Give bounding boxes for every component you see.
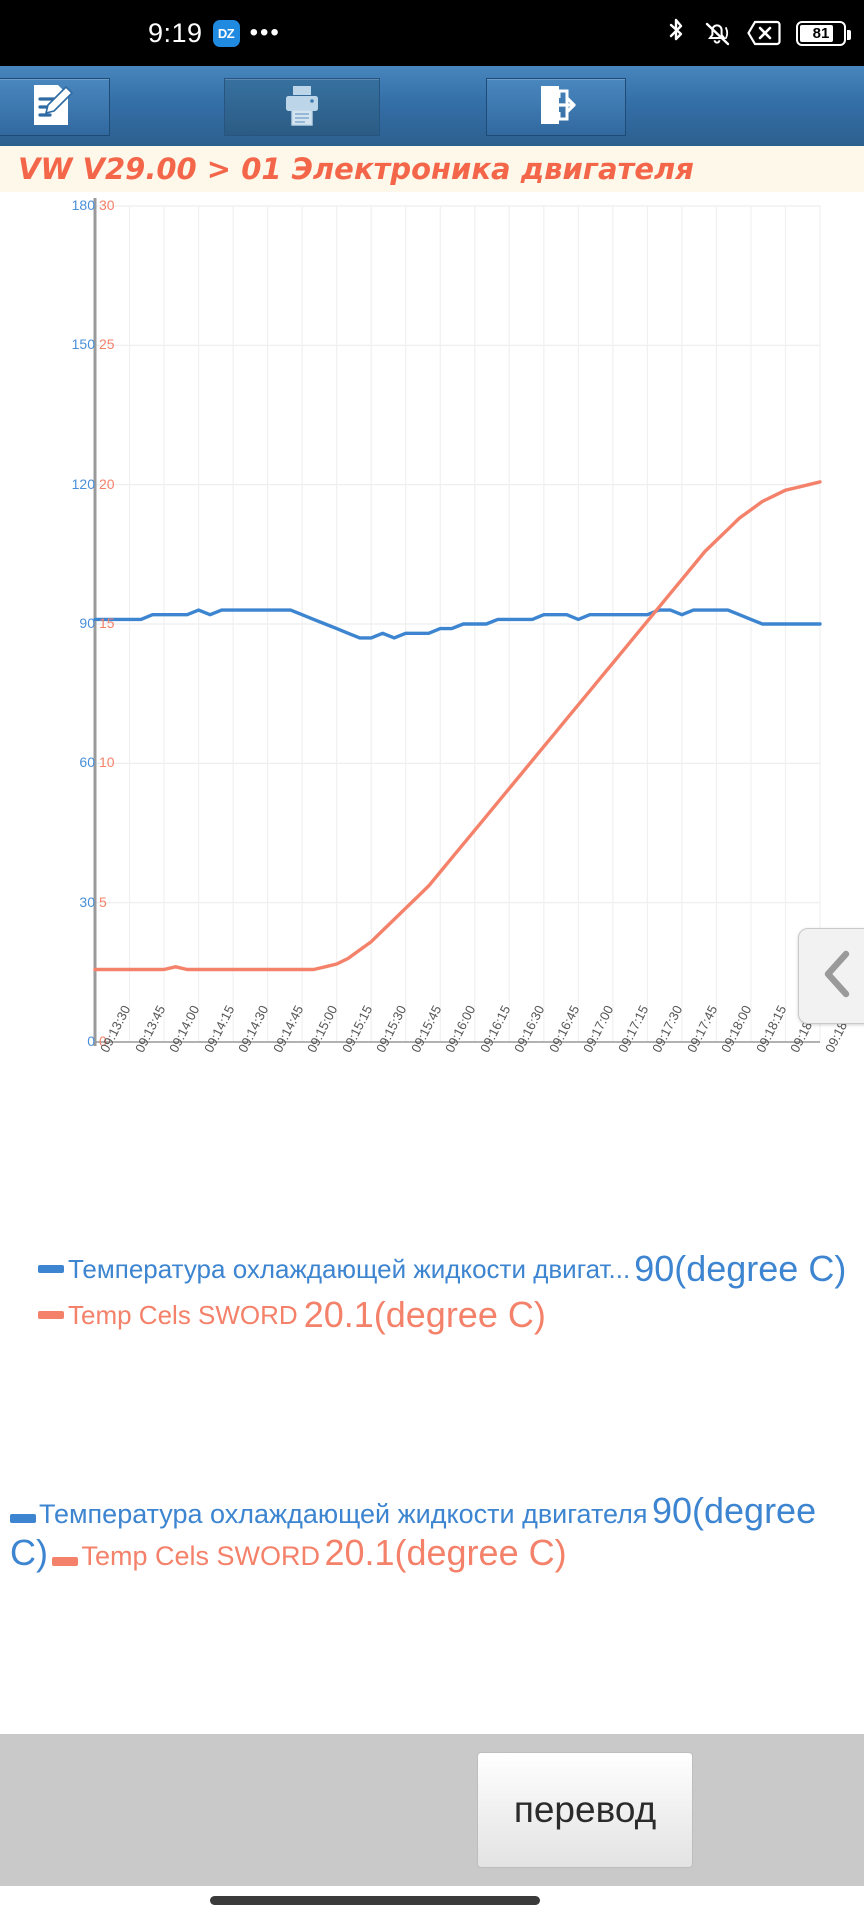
- battery-icon: 81: [796, 20, 851, 46]
- legend-value-series1-block: 90(degree C): [10, 1490, 817, 1574]
- translate-button[interactable]: перевод: [477, 1752, 693, 1868]
- printer-icon: [281, 83, 323, 132]
- status-bar-left: 9:19 DZ •••: [148, 0, 281, 66]
- y-axis-tick: 30: [79, 893, 95, 910]
- page-title: VW V29.00 > 01 Электроника двигателя: [18, 152, 694, 186]
- legend-value-series1: 90(degree C): [634, 1248, 847, 1289]
- note-button[interactable]: [0, 78, 110, 136]
- y-axis-tick-right: 30: [99, 197, 115, 213]
- legend-swatch-series2: [38, 1311, 64, 1319]
- y-axis-tick: 150: [71, 336, 95, 353]
- bell-muted-icon: [702, 18, 732, 48]
- y-axis-tick-right: 25: [99, 336, 115, 353]
- app-badge-dz: DZ: [212, 19, 240, 47]
- legend-label-series2: Temp Cels SWORD: [68, 1299, 298, 1330]
- legend-swatch-series1-block: [10, 1514, 36, 1524]
- back-button[interactable]: [798, 928, 864, 1024]
- exit-door-icon: [533, 82, 579, 133]
- y-axis-tick: 120: [71, 475, 95, 492]
- nav-home-pill[interactable]: [210, 1896, 540, 1905]
- print-button[interactable]: [224, 78, 380, 136]
- note-edit-icon: [28, 81, 74, 134]
- y-axis-tick: 60: [79, 754, 95, 771]
- status-time: 9:19: [148, 17, 203, 48]
- legend-item-series2[interactable]: Temp Cels SWORD 20.1(degree C): [38, 1294, 546, 1336]
- chevron-left-icon: [816, 946, 860, 1007]
- legend-value-series2-block: 20.1(degree C): [324, 1532, 567, 1574]
- legend-value-series2: 20.1(degree C): [303, 1294, 546, 1335]
- legend-label-series1: Температура охлаждающей жидкости двигат.…: [68, 1253, 631, 1284]
- y-axis-tick: 180: [71, 197, 95, 213]
- system-nav-bar: [0, 1886, 864, 1920]
- y-axis-tick: 0: [87, 1033, 95, 1049]
- toolbar: [0, 66, 864, 146]
- no-sim-icon: [747, 20, 781, 46]
- y-axis-tick: 90: [79, 615, 95, 631]
- legend-block: Температура охлаждающей жидкости двигате…: [10, 1490, 860, 1575]
- battery-level: 81: [812, 24, 830, 42]
- legend-item-series1[interactable]: Температура охлаждающей жидкости двигат.…: [38, 1248, 846, 1290]
- legend-swatch-series2-block: [52, 1556, 79, 1566]
- legend-label-series2-block: Temp Cels SWORD: [81, 1541, 320, 1572]
- status-bar: 9:19 DZ ••• 81: [0, 0, 864, 66]
- status-bar-right: 81: [665, 0, 851, 66]
- y-axis-tick-right: 5: [99, 893, 107, 910]
- y-axis-tick-right: 20: [99, 475, 115, 492]
- bottom-bar: перевод: [0, 1734, 864, 1886]
- y-axis-tick-right: 15: [99, 615, 115, 631]
- legend-label-series1-block: Температура охлаждающей жидкости двигате…: [39, 1499, 648, 1529]
- page-title-bar: VW V29.00 > 01 Электроника двигателя: [0, 146, 864, 192]
- y-axis-tick-right: 10: [99, 754, 115, 771]
- line-chart: [93, 198, 822, 1046]
- notification-overflow-icon: •••: [249, 19, 281, 46]
- bluetooth-icon: [665, 18, 687, 48]
- exit-button[interactable]: [486, 78, 626, 136]
- legend-swatch-series1: [38, 1265, 64, 1273]
- chart-area[interactable]: 0 0 30 5 60 10 90 15 120 20 150 25 180 30 09:13:30 09:…: [0, 192, 864, 1332]
- y-axis-tick-right: 0: [99, 1033, 107, 1049]
